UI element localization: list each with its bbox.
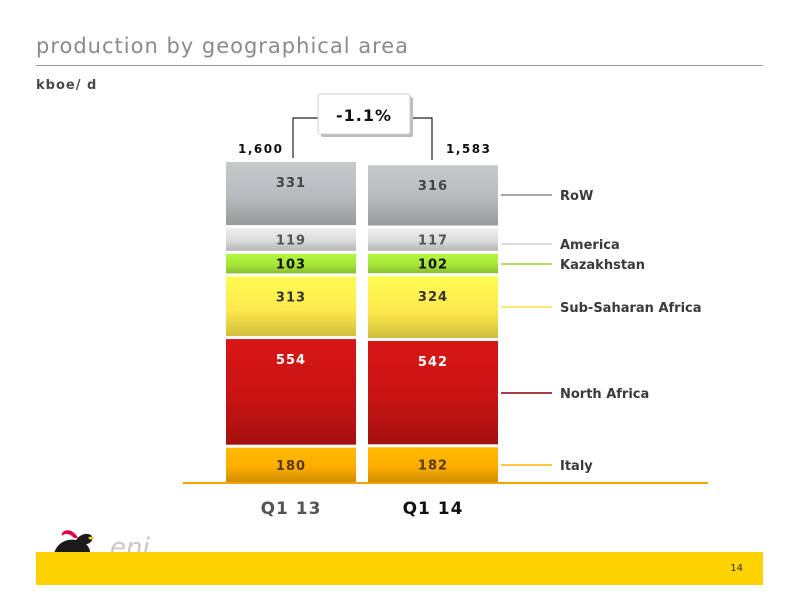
legend-entry-kazakhstan: Kazakhstan [560, 258, 645, 273]
data-label-north-africa-q1-13: 554 [276, 353, 306, 368]
data-label-america-q1-14: 117 [418, 234, 448, 249]
data-label-america-q1-13: 119 [276, 233, 306, 248]
bar-kazakhstan-q1-14 [368, 253, 498, 274]
page-title: production by geographical area [36, 34, 410, 58]
bar-italy-q1-13 [226, 447, 356, 482]
total-label-q1-14: 1,583 [446, 142, 491, 156]
data-label-row-q1-14: 316 [418, 179, 448, 194]
category-label-q1-13: Q1 13 [261, 499, 322, 519]
data-label-sub-saharan-africa-q1-13: 313 [276, 290, 306, 305]
title-divider [36, 65, 763, 66]
legend-entry-america: America [560, 238, 620, 253]
data-label-row-q1-13: 331 [276, 176, 306, 191]
page-number: 14 [730, 563, 743, 574]
legend-entry-sub-saharan-africa: Sub-Saharan Africa [560, 301, 702, 316]
data-label-italy-q1-14: 182 [418, 459, 448, 474]
change-bracket-left [292, 117, 318, 158]
change-label: -1.1% [336, 106, 392, 125]
legend-entry-row: RoW [560, 189, 593, 204]
bar-america-q1-14 [368, 228, 498, 251]
data-label-italy-q1-13: 180 [276, 459, 306, 474]
bar-sub-saharan-africa-q1-13 [226, 276, 356, 337]
bar-north-africa-q1-14 [368, 340, 498, 445]
data-label-north-africa-q1-14: 542 [418, 355, 448, 370]
bar-italy-q1-14 [368, 447, 498, 482]
category-label-q1-14: Q1 14 [403, 499, 464, 519]
bar-sub-saharan-africa-q1-14 [368, 276, 498, 338]
footer-bar: 14 [36, 552, 763, 585]
data-label-kazakhstan-q1-14: 102 [418, 258, 448, 273]
total-label-q1-13: 1,600 [238, 142, 283, 156]
bar-row-q1-14 [368, 165, 498, 226]
bar-north-africa-q1-13 [226, 339, 356, 445]
change-bracket-right [410, 117, 433, 160]
bar-kazakhstan-q1-13 [226, 253, 356, 274]
data-label-sub-saharan-africa-q1-14: 324 [418, 290, 448, 305]
legend-entry-italy: Italy [560, 459, 593, 474]
legend-entry-north-africa: North Africa [560, 387, 649, 402]
bar-row-q1-13 [226, 162, 356, 226]
data-label-kazakhstan-q1-13: 103 [276, 258, 306, 273]
unit-label: kboe/ d [36, 78, 98, 93]
change-box [317, 93, 411, 135]
bar-america-q1-13 [226, 228, 356, 251]
